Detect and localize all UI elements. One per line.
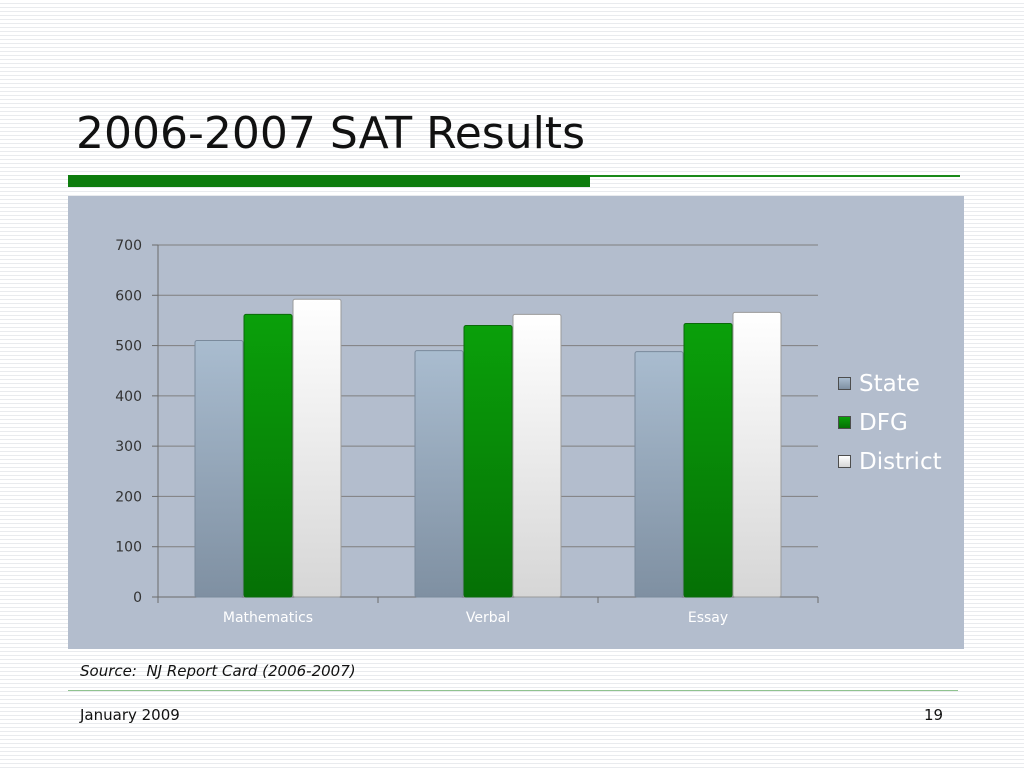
sat-results-chart: 0 100 200 300 400 500 600 700 Mathematics Verbal E… [115, 238, 819, 626]
bar-district-essay [732, 311, 782, 598]
x-category-label: Mathematics [223, 610, 313, 626]
bar-state-essay [634, 351, 684, 598]
legend-swatch-state [838, 377, 851, 390]
legend-item-dfg: DFG [838, 403, 942, 442]
legend-item-district: District [838, 442, 942, 481]
footer-date: January 2009 [80, 706, 180, 724]
slide-title: 2006-2007 SAT Results [76, 108, 585, 159]
bar-dfg-verbal [463, 324, 513, 598]
legend-item-state: State [838, 364, 942, 403]
bar-dfg-mathematics [243, 313, 293, 598]
y-tick-label: 300 [115, 439, 142, 455]
title-accent-bar [68, 175, 590, 187]
legend-label-district: District [859, 448, 942, 475]
bars [194, 298, 782, 598]
bar-state-verbal [414, 350, 464, 598]
bar-district-verbal [512, 313, 562, 598]
x-category-label: Verbal [466, 610, 510, 626]
chart-panel: 0 100 200 300 400 500 600 700 Mathematics Verbal E… [68, 196, 964, 649]
y-tick-label: 400 [115, 389, 142, 405]
y-tick-label: 100 [115, 540, 142, 556]
page-number: 19 [924, 706, 944, 724]
legend-label-dfg: DFG [859, 409, 908, 436]
legend-swatch-dfg [838, 416, 851, 429]
y-tick-label: 500 [115, 339, 142, 355]
x-category-label: Essay [688, 610, 728, 626]
bar-state-mathematics [194, 340, 244, 598]
source-note: Source: NJ Report Card (2006-2007) [80, 662, 356, 680]
y-tick-label: 0 [133, 590, 142, 606]
bar-district-mathematics [292, 298, 342, 598]
bar-dfg-essay [683, 322, 733, 598]
y-tick-label: 200 [115, 489, 142, 505]
y-tick-label: 600 [115, 288, 142, 304]
legend-label-state: State [859, 370, 920, 397]
source-label: Source: [80, 662, 137, 680]
legend-swatch-district [838, 455, 851, 468]
footer-divider [68, 690, 958, 691]
y-tick-label: 700 [115, 238, 142, 254]
axis-labels: 0 100 200 300 400 500 600 700 Mathematics Verbal E… [115, 238, 728, 626]
chart-legend: State DFG District [838, 364, 942, 481]
source-text: NJ Report Card (2006-2007) [146, 662, 356, 680]
